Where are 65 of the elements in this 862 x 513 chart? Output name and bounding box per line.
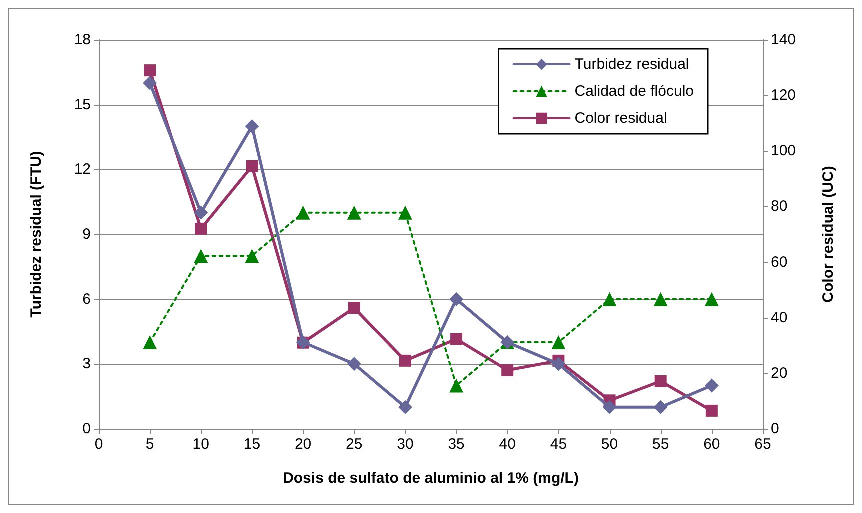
y-tick-label: 12 xyxy=(74,161,91,178)
x-tick-label: 10 xyxy=(192,436,210,453)
point xyxy=(502,364,514,376)
point xyxy=(654,400,668,414)
point xyxy=(194,249,208,264)
legend-label: Color residual xyxy=(574,110,668,127)
point xyxy=(552,357,566,372)
legend-label: Turbidez residual xyxy=(574,56,690,73)
point xyxy=(450,292,464,306)
y2-axis-title: Color residual (UC) xyxy=(820,166,837,303)
point xyxy=(399,354,412,367)
point xyxy=(654,375,667,388)
y2-tick-label: 20 xyxy=(771,364,788,382)
point xyxy=(654,292,668,306)
x-tick-label: 50 xyxy=(601,436,618,453)
point xyxy=(245,249,260,264)
point xyxy=(296,206,310,220)
y-tick-label: 9 xyxy=(82,226,91,243)
x-tick-label: 20 xyxy=(294,436,312,453)
x-tick-label: 35 xyxy=(448,436,465,453)
y-tick-label: 0 xyxy=(82,420,91,438)
x-tick-label: 5 xyxy=(146,436,154,453)
x-tick-label: 65 xyxy=(754,436,772,453)
x-tick-label: 55 xyxy=(652,436,670,453)
x-tick-label: 15 xyxy=(244,436,261,453)
y2-tick-label: 0 xyxy=(771,420,780,438)
point xyxy=(706,404,718,417)
legend-label: Calidad de flóculo xyxy=(574,83,694,100)
point xyxy=(398,206,412,220)
y2-tick-label: 60 xyxy=(771,254,788,271)
x-tick-label: 30 xyxy=(397,436,414,453)
point xyxy=(144,64,156,77)
point xyxy=(245,119,260,134)
y2-tick-label: 100 xyxy=(771,142,796,160)
point xyxy=(704,378,719,393)
point xyxy=(602,400,617,414)
x-tick-label: 0 xyxy=(94,436,104,453)
x-tick-label: 45 xyxy=(550,436,568,453)
x-tick-label: 25 xyxy=(346,436,363,453)
y-axis-title: Turbidez residual (FTU) xyxy=(28,151,45,318)
y2-tick-label: 80 xyxy=(771,198,788,216)
point xyxy=(143,76,158,90)
point xyxy=(704,292,719,306)
point xyxy=(552,336,566,350)
point xyxy=(347,206,362,220)
x-axis-title: Dosis de sulfato de aluminio al 1% (mg/L) xyxy=(283,470,579,487)
y2-tick-label: 120 xyxy=(771,87,796,104)
point xyxy=(602,292,617,306)
point xyxy=(450,333,463,346)
point xyxy=(347,357,362,372)
y-tick-label: 6 xyxy=(82,290,91,308)
y-tick-label: 3 xyxy=(82,356,91,373)
y2-tick-label: 140 xyxy=(771,32,796,48)
point xyxy=(195,222,208,235)
point xyxy=(348,302,360,314)
point xyxy=(450,378,464,393)
y2-tick-label: 40 xyxy=(771,309,788,326)
point xyxy=(246,160,258,172)
point xyxy=(143,336,158,350)
point xyxy=(194,206,208,220)
x-tick-label: 60 xyxy=(704,436,720,453)
y-tick-label: 15 xyxy=(74,96,91,114)
y-tick-label: 18 xyxy=(74,32,91,48)
point xyxy=(398,400,412,414)
x-tick-label: 40 xyxy=(499,436,516,453)
